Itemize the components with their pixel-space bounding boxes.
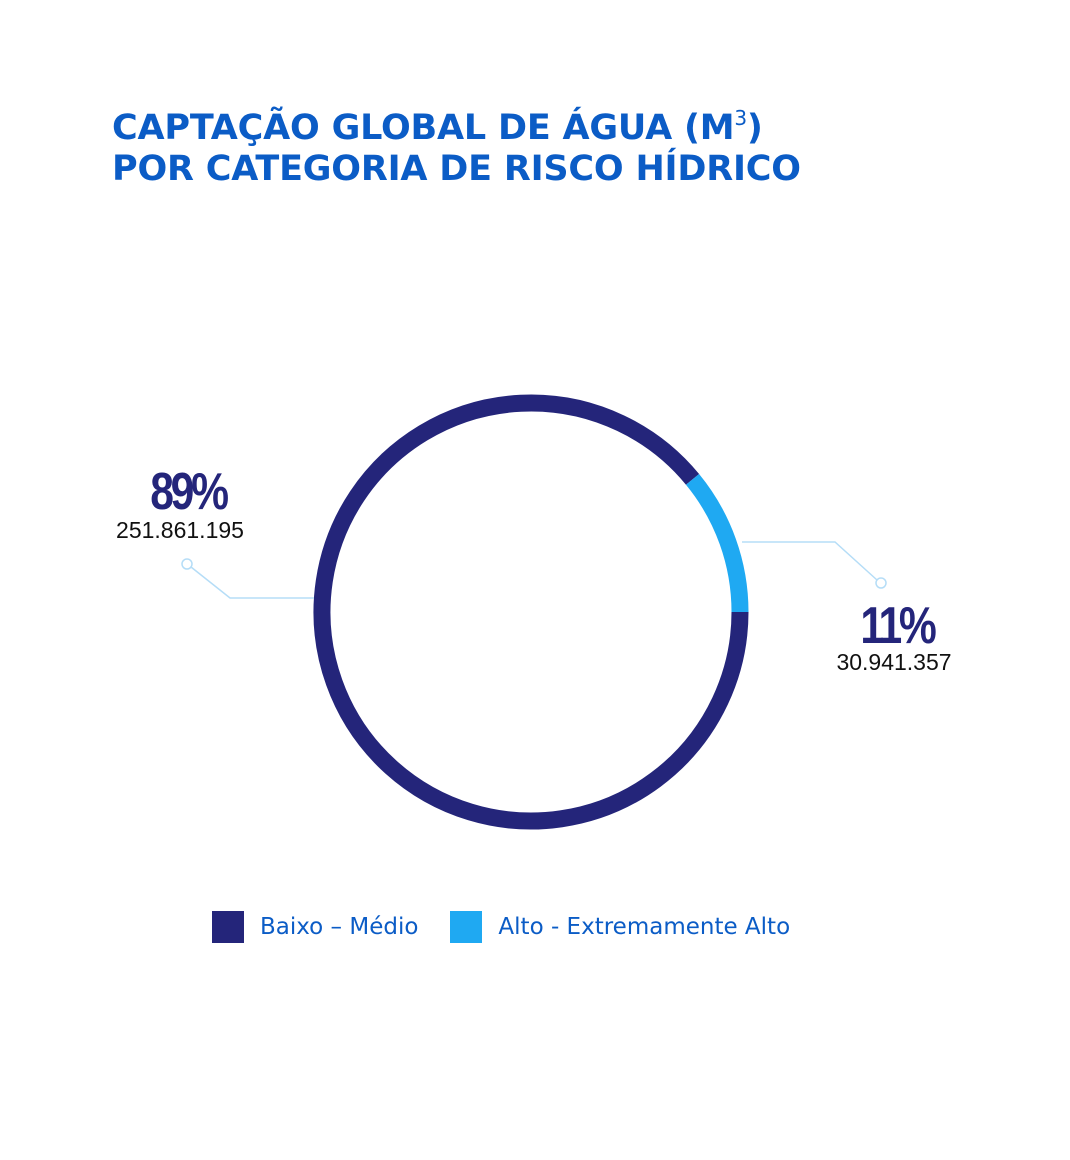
percent-label-high-extreme: 11% (860, 597, 936, 655)
value-label-low-medium: 251.861.195 (116, 517, 244, 543)
legend-label-high-extreme: Alto - Extremamente Alto (498, 914, 791, 940)
connector-line-high-extreme (742, 541, 878, 581)
legend-swatch-low-medium (212, 911, 244, 943)
percent-label-low-medium: 89% (150, 463, 229, 521)
chart-legend: Baixo – Médio Alto - Extremamente Alto (212, 911, 822, 943)
title-superscript: 3 (734, 106, 747, 130)
connector-dot-low-medium (181, 558, 193, 570)
donut-segment-high-extreme (685, 473, 749, 613)
chart-title: CAPTAÇÃO GLOBAL DE ÁGUA (M3) POR CATEGOR… (112, 108, 801, 190)
legend-item-low-medium: Baixo – Médio (212, 911, 418, 943)
legend-swatch-high-extreme (450, 911, 483, 943)
legend-label-low-medium: Baixo – Médio (260, 914, 419, 940)
connector-dot-high-extreme (875, 577, 887, 589)
legend-item-high-extreme: Alto - Extremamente Alto (450, 911, 790, 943)
value-label-high-extreme: 30.941.357 (836, 649, 952, 675)
donut-segment-low-medium (313, 394, 749, 830)
chart-title-line-2: POR CATEGORIA DE RISCO HÍDRICO (112, 149, 801, 189)
connector-line-low-medium (190, 566, 314, 599)
chart-title-line-1: CAPTAÇÃO GLOBAL DE ÁGUA (M3) (112, 106, 763, 148)
